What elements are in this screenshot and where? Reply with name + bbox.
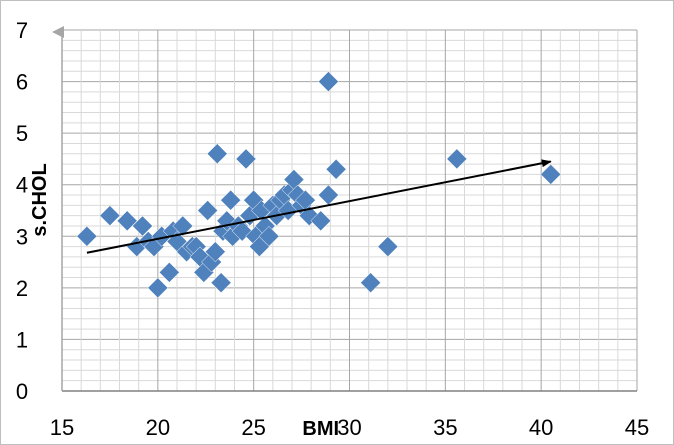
data-point: [76, 225, 98, 247]
data-point: [210, 272, 232, 294]
x-tick-label: 30: [337, 415, 361, 440]
y-tick-label: 0: [16, 379, 28, 404]
gridlines: [61, 29, 638, 392]
y-axis-title: s.CHOL: [29, 163, 51, 236]
x-axis-title: BMI: [302, 418, 339, 440]
data-point: [318, 71, 339, 92]
data-point: [235, 148, 257, 170]
y-tick-label: 4: [16, 173, 28, 198]
axes: [52, 26, 637, 392]
data-point: [446, 148, 468, 170]
data-points: [76, 71, 562, 299]
trendline: [86, 159, 552, 254]
y-tick-label: 2: [16, 276, 28, 301]
y-tick-label: 1: [16, 327, 28, 352]
data-point: [220, 189, 242, 211]
data-point: [204, 241, 226, 263]
data-point: [540, 164, 562, 185]
x-tick-label: 25: [241, 415, 265, 440]
data-point: [310, 210, 332, 232]
data-point: [147, 277, 169, 299]
x-tick-label: 35: [433, 415, 457, 440]
data-point: [318, 184, 339, 206]
data-point: [116, 210, 138, 232]
y-tick-label: 3: [16, 224, 28, 249]
y-tick-label: 7: [16, 18, 28, 43]
data-point: [206, 143, 228, 165]
data-point: [158, 262, 180, 283]
x-tick-label: 15: [50, 415, 74, 440]
data-point: [258, 225, 280, 247]
data-point: [99, 205, 121, 227]
data-point: [172, 215, 194, 237]
y-tick-labels: 0 1 2 3 4 5 6 7: [16, 18, 28, 404]
y-tick-label: 6: [16, 70, 28, 95]
data-point: [377, 236, 399, 257]
data-point: [231, 220, 253, 242]
x-tick-label: 40: [529, 415, 553, 440]
y-tick-label: 5: [16, 121, 28, 146]
data-point: [132, 215, 153, 237]
data-point: [197, 200, 219, 221]
x-tick-label: 20: [146, 415, 170, 440]
trend-arrow: [86, 159, 552, 254]
x-tick-label: 45: [625, 415, 649, 440]
data-point: [360, 272, 381, 294]
data-point: [325, 158, 347, 180]
x-tick-labels: 15 20 25 30 35 40 45: [50, 415, 649, 440]
